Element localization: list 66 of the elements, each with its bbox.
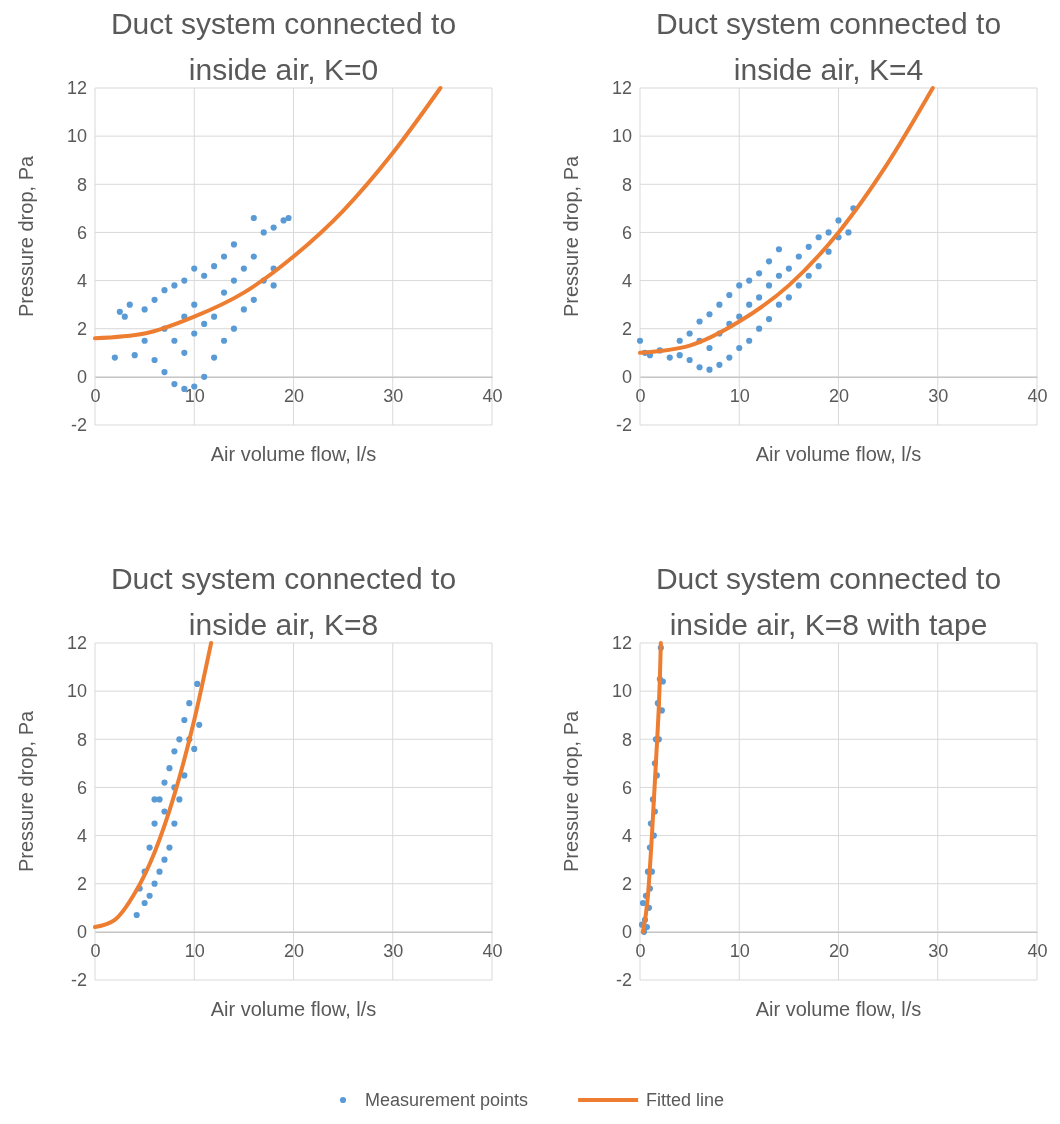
x-tick-label: 0 bbox=[635, 385, 646, 406]
x-tick-label: 0 bbox=[90, 940, 101, 961]
x-tick-label: 0 bbox=[90, 385, 101, 406]
x-tick-label: 10 bbox=[184, 385, 205, 406]
y-axis-title: Pressure drop, Pa bbox=[560, 155, 582, 318]
x-axis-title: Air volume flow, l/s bbox=[755, 998, 922, 1020]
legend-label: Fitted line bbox=[646, 1090, 725, 1110]
x-tick-label: 30 bbox=[383, 940, 404, 961]
x-tick-label: 40 bbox=[1027, 385, 1048, 406]
y-tick-label: 12 bbox=[66, 78, 87, 99]
x-tick-label: 0 bbox=[635, 940, 646, 961]
chart-title: Duct system connected to inside air, K=0 bbox=[110, 7, 457, 86]
y-tick-label: 2 bbox=[76, 873, 87, 894]
y-tick-label: 8 bbox=[76, 729, 87, 750]
y-tick-label: 4 bbox=[621, 825, 632, 846]
x-tick-label: 30 bbox=[383, 385, 404, 406]
x-tick-label: 40 bbox=[482, 385, 503, 406]
x-tick-label: 20 bbox=[828, 940, 850, 961]
y-tick-label: 4 bbox=[76, 825, 87, 846]
chart-title: Duct system connected to inside air, K=4 bbox=[655, 7, 1002, 86]
y-tick-label: 6 bbox=[76, 222, 87, 243]
y-tick-label: 8 bbox=[621, 729, 632, 750]
x-tick-label: 10 bbox=[729, 385, 750, 406]
y-tick-label: 0 bbox=[621, 367, 632, 388]
x-tick-label: 20 bbox=[283, 940, 305, 961]
y-axis-title: Pressure drop, Pa bbox=[15, 155, 37, 318]
y-tick-label: 6 bbox=[621, 777, 632, 798]
y-tick-label: 2 bbox=[621, 318, 632, 339]
y-tick-label: 8 bbox=[621, 174, 632, 195]
y-tick-label: 10 bbox=[611, 681, 632, 702]
x-tick-label: 40 bbox=[482, 940, 503, 961]
y-tick-label: 0 bbox=[621, 922, 632, 943]
x-tick-label: 30 bbox=[928, 385, 949, 406]
y-tick-label: -2 bbox=[70, 970, 87, 991]
x-axis-title: Air volume flow, l/s bbox=[210, 443, 377, 465]
legend-label: Measurement points bbox=[365, 1090, 529, 1110]
chart-title: Duct system connected to inside air, K=8 with tape bbox=[655, 562, 1002, 641]
y-tick-label: -2 bbox=[70, 415, 87, 436]
y-tick-label: 10 bbox=[611, 126, 632, 147]
y-tick-label: 10 bbox=[66, 681, 87, 702]
y-tick-label: -2 bbox=[615, 415, 632, 436]
y-tick-label: -2 bbox=[615, 970, 632, 991]
x-tick-label: 20 bbox=[828, 385, 850, 406]
y-tick-label: 2 bbox=[621, 873, 632, 894]
x-tick-label: 30 bbox=[928, 940, 949, 961]
y-tick-label: 12 bbox=[611, 78, 632, 99]
x-axis-title: Air volume flow, l/s bbox=[210, 998, 377, 1020]
y-tick-label: 6 bbox=[76, 777, 87, 798]
y-tick-label: 2 bbox=[76, 318, 87, 339]
y-tick-label: 0 bbox=[76, 922, 87, 943]
x-tick-label: 10 bbox=[729, 940, 750, 961]
y-tick-label: 10 bbox=[66, 126, 87, 147]
y-axis-title: Pressure drop, Pa bbox=[560, 710, 582, 873]
x-axis-title: Air volume flow, l/s bbox=[755, 443, 922, 465]
y-tick-label: 12 bbox=[611, 633, 632, 654]
x-tick-label: 20 bbox=[283, 385, 305, 406]
y-tick-label: 4 bbox=[621, 270, 632, 291]
x-tick-label: 40 bbox=[1027, 940, 1048, 961]
y-tick-label: 12 bbox=[66, 633, 87, 654]
x-tick-label: 10 bbox=[184, 940, 205, 961]
chart-title: Duct system connected to inside air, K=8 bbox=[110, 562, 457, 641]
y-tick-label: 8 bbox=[76, 174, 87, 195]
y-axis-title: Pressure drop, Pa bbox=[15, 710, 37, 873]
y-tick-label: 6 bbox=[621, 222, 632, 243]
y-tick-label: 4 bbox=[76, 270, 87, 291]
y-tick-label: 0 bbox=[76, 367, 87, 388]
